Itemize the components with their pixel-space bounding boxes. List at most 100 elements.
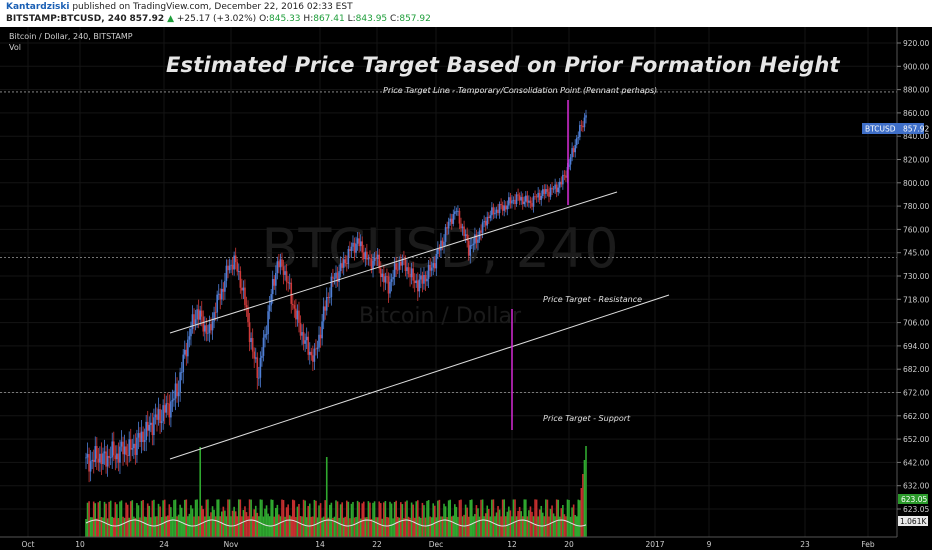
high-label: H: — [303, 14, 314, 24]
volume-bar — [253, 509, 256, 537]
candle-body — [458, 210, 461, 224]
volume-bar — [423, 505, 425, 537]
volume-bar — [350, 503, 353, 537]
volume-bar — [241, 516, 243, 537]
volume-bar — [151, 500, 154, 537]
volume-bar — [327, 517, 330, 537]
volume-bar — [478, 516, 481, 537]
candle-body — [222, 288, 225, 292]
price-chart[interactable]: BTCUSD, 240 Bitcoin / Dollar 920.00 900.0… — [0, 27, 932, 550]
price-tick-label: 662.00 — [903, 412, 929, 421]
volume-bar — [179, 504, 181, 537]
candle-body — [518, 195, 521, 201]
candle-body — [156, 414, 158, 420]
volume-bar — [197, 516, 200, 537]
candle-body — [353, 242, 356, 253]
time-tick-label: 10 — [75, 540, 85, 549]
volume-bar — [308, 503, 311, 537]
candle-body — [241, 287, 243, 291]
candle-body — [208, 324, 211, 333]
candle-body — [219, 293, 222, 300]
volume-bar — [410, 502, 413, 537]
candle-body — [265, 334, 268, 335]
price-tick-label: 682.00 — [903, 365, 929, 374]
volume-bar — [165, 516, 168, 537]
volume-bar — [390, 503, 393, 537]
candle-body — [108, 455, 110, 458]
candle-body — [312, 355, 314, 362]
candle-body — [525, 195, 527, 202]
candle-body — [452, 214, 455, 224]
annotation-resistance: Price Target - Resistance — [543, 295, 643, 304]
volume-bar — [329, 504, 331, 537]
candle-body — [529, 200, 532, 204]
volume-bar — [585, 446, 587, 537]
volume-bar — [393, 501, 396, 537]
candle-body — [313, 348, 316, 362]
volume-bar — [515, 516, 518, 537]
volume-bar — [437, 500, 439, 537]
volume-bar — [171, 516, 174, 537]
candle-body — [341, 263, 343, 268]
vol-badge-white — [898, 516, 928, 526]
candle-body — [86, 454, 89, 458]
volume-bar — [569, 516, 572, 537]
volume-bar — [494, 516, 496, 537]
volume-bar — [222, 506, 225, 537]
candle-body — [89, 461, 92, 472]
price-badge-value: 857.92 — [903, 125, 929, 134]
candle-body — [574, 145, 576, 153]
candle-body — [546, 189, 549, 192]
candle-body — [273, 279, 276, 286]
candle-body — [551, 187, 553, 190]
symbol-label: BITSTAMP:BTCUSD, 240 — [6, 14, 127, 24]
candle-body — [216, 294, 218, 313]
volume-bar — [554, 516, 556, 537]
candle-body — [157, 409, 160, 420]
candle-body — [154, 414, 157, 418]
candle-body — [489, 215, 492, 219]
volume-bar — [262, 516, 265, 537]
candle-body — [305, 336, 308, 341]
chart-area[interactable]: BTCUSD, 240 Bitcoin / Dollar 920.00 900.0… — [0, 27, 932, 550]
volume-bar — [435, 517, 438, 537]
candle-body — [585, 115, 587, 118]
candle-body — [372, 260, 374, 270]
candle-body — [400, 261, 402, 266]
volume-bar — [109, 500, 112, 537]
candle-body — [523, 201, 526, 205]
volume-bar — [251, 516, 254, 537]
author-link[interactable]: Kantardziski — [6, 2, 70, 12]
candle-body — [356, 238, 359, 244]
candle-body — [143, 440, 146, 442]
price-tick-label: 694.00 — [903, 342, 929, 351]
candle-body — [424, 275, 427, 282]
candle-body — [187, 339, 189, 357]
volume-bar — [174, 499, 177, 537]
candle-body — [437, 248, 439, 254]
volume-bar — [461, 516, 464, 537]
volume-bar — [319, 503, 322, 537]
volume-bar — [492, 499, 495, 537]
volume-bar — [512, 499, 515, 537]
candle-body — [347, 249, 350, 264]
volume-bar — [506, 511, 509, 537]
price-tick-label: 730.00 — [903, 272, 929, 281]
price-tick-label: 706.00 — [903, 319, 929, 328]
price-tick-label: 900.00 — [903, 62, 929, 71]
price-tick-label: 800.00 — [903, 179, 929, 188]
candle-body — [369, 258, 371, 259]
candle-body — [430, 267, 433, 271]
volume-bar — [489, 516, 492, 537]
candle-body — [583, 117, 586, 128]
volume-bar — [219, 516, 222, 537]
volume-bar — [575, 516, 578, 537]
candle-body — [211, 321, 214, 331]
volume-bar — [89, 517, 92, 537]
candle-body — [120, 441, 123, 447]
volume-bar — [196, 499, 198, 537]
candle-body — [239, 271, 242, 288]
volume-bar — [418, 516, 421, 537]
volume-bar — [421, 502, 424, 537]
candle-body — [463, 226, 465, 237]
